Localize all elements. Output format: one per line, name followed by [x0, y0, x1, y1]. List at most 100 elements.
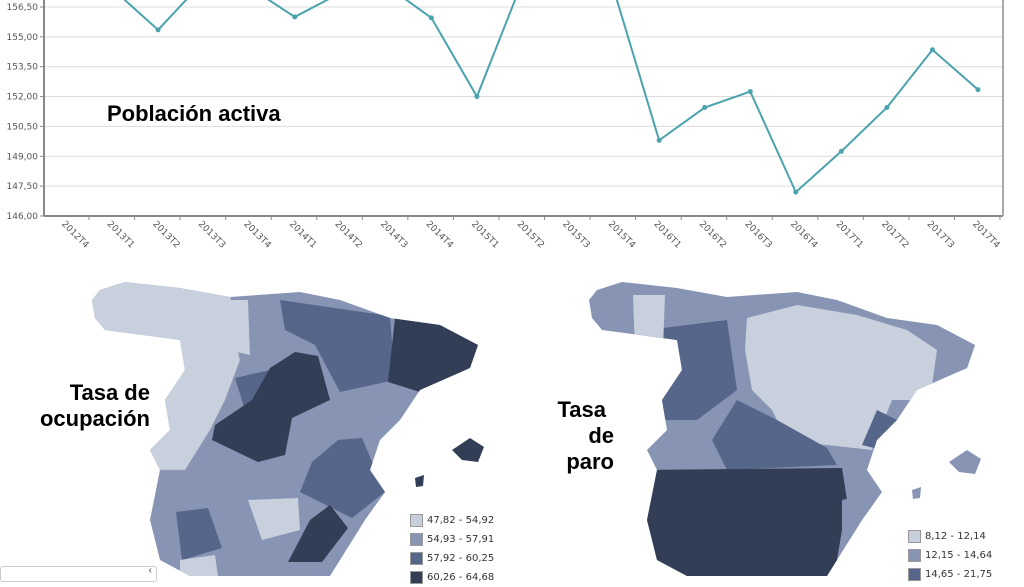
legend-swatch — [908, 568, 921, 581]
x-tick-label: 2015T4 — [606, 219, 637, 250]
map-region — [633, 295, 665, 350]
map-region — [745, 305, 937, 450]
data-point — [702, 105, 708, 111]
map-region — [388, 318, 478, 392]
legend-item: 12,15 - 14,64 — [908, 546, 992, 565]
map-region — [248, 498, 300, 540]
y-tick-label: 146,00 — [7, 212, 39, 222]
y-tick-label: 153,50 — [7, 63, 39, 73]
x-tick-label: 2014T3 — [378, 219, 409, 250]
x-tick-label: 2015T2 — [515, 219, 546, 250]
map-region — [225, 300, 250, 355]
x-tick-label: 2017T2 — [879, 219, 910, 250]
y-tick-label: 150,50 — [7, 122, 39, 132]
data-point — [838, 148, 844, 154]
title-line: de paro — [566, 423, 614, 474]
x-tick-label: 2015T3 — [560, 219, 591, 250]
map-region — [288, 505, 348, 562]
map-region — [300, 438, 385, 518]
data-point — [884, 105, 890, 111]
legend-label: 60,26 - 64,68 — [427, 572, 495, 583]
legend-item: 47,82 - 54,92 — [410, 511, 494, 530]
map-region — [637, 468, 847, 576]
legend-label: 47,82 - 54,92 — [427, 515, 495, 526]
data-point — [793, 189, 799, 195]
map-region — [862, 410, 897, 450]
y-tick-label: 152,00 — [7, 93, 39, 103]
y-tick-label: 149,00 — [7, 152, 39, 162]
occupation-map-title: Tasa de ocupación — [40, 380, 150, 432]
legend-label: 8,12 - 12,14 — [925, 531, 986, 542]
map-region — [842, 495, 882, 545]
legend-item: 57,92 - 60,25 — [410, 549, 494, 568]
data-line — [123, 0, 979, 194]
legend-label: 14,65 - 21,75 — [925, 569, 993, 580]
x-tick-label: 2014T2 — [333, 219, 364, 250]
balearic-islands — [912, 487, 921, 499]
data-point — [155, 27, 161, 33]
map-region — [176, 508, 222, 560]
x-tick-label: 2013T3 — [196, 219, 227, 250]
legend-item: 60,26 - 64,68 — [410, 568, 494, 587]
data-point — [975, 87, 981, 93]
y-axis-labels: 146,00 147,50 149,00 150,50 152,00 153,50 155,… — [7, 3, 39, 222]
x-tick-label: 2016T1 — [651, 219, 682, 250]
chart-axes — [40, 0, 1004, 220]
chevron-left-icon[interactable]: ‹ — [148, 565, 152, 576]
legend-label: 12,15 - 14,64 — [925, 550, 993, 561]
balearic-islands — [452, 438, 484, 462]
data-point — [474, 94, 480, 100]
title-line: ocupación — [39, 406, 150, 431]
map-region — [712, 400, 837, 470]
map-region — [280, 300, 395, 392]
chart-title: Población activa — [107, 101, 281, 126]
legend-item: 14,65 - 21,75 — [908, 565, 992, 584]
y-tick-label: 155,00 — [7, 33, 39, 43]
map-region — [180, 555, 218, 576]
legend-swatch — [908, 549, 921, 562]
x-axis-labels: 2012T4 2013T1 2013T2 2013T3 2013T4 2014T1 2014… — [59, 219, 1001, 250]
x-tick-label: 2016T4 — [788, 219, 819, 250]
data-point — [656, 137, 662, 143]
legend-item: 54,93 - 57,91 — [410, 530, 494, 549]
data-point — [747, 89, 753, 95]
balearic-islands — [415, 475, 424, 487]
legend-swatch — [410, 552, 423, 565]
y-tick-label: 156,50 — [7, 3, 39, 13]
x-tick-label: 2014T4 — [424, 219, 455, 250]
legend-label: 54,93 - 57,91 — [427, 534, 495, 545]
x-tick-label: 2017T3 — [925, 219, 956, 250]
x-tick-label: 2013T1 — [105, 219, 136, 250]
chart-grid — [44, 0, 1003, 217]
legend-swatch — [410, 533, 423, 546]
x-tick-label: 2015T1 — [469, 219, 500, 250]
data-point — [292, 14, 298, 20]
unemployment-legend: 8,12 - 12,14 12,15 - 14,64 14,65 - 21,75 — [908, 527, 992, 584]
x-tick-label: 2012T4 — [59, 219, 90, 250]
legend-swatch — [410, 571, 423, 584]
legend-label: 57,92 - 60,25 — [427, 553, 495, 564]
x-tick-label: 2017T1 — [834, 219, 865, 250]
x-tick-label: 2016T3 — [742, 219, 773, 250]
x-tick-label: 2013T4 — [241, 219, 272, 250]
x-tick-label: 2014T1 — [287, 219, 318, 250]
plot-area — [44, 0, 1003, 216]
legend-swatch — [410, 514, 423, 527]
unemployment-map-title: Tasa de paro — [548, 397, 614, 475]
title-line: Tasa — [557, 397, 606, 422]
y-tick-label: 147,50 — [7, 182, 39, 192]
legend-item: 8,12 - 12,14 — [908, 527, 992, 546]
map-region — [937, 345, 975, 372]
x-tick-label: 2013T2 — [150, 219, 181, 250]
balearic-islands — [949, 450, 981, 474]
title-line: Tasa de — [69, 380, 150, 405]
map-control-panel[interactable]: ‹ — [0, 565, 157, 582]
map-region — [212, 352, 330, 462]
series-group — [123, 0, 981, 195]
legend-swatch — [908, 530, 921, 543]
series-line — [123, 0, 981, 195]
x-tick-label: 2017T4 — [970, 219, 1001, 250]
x-tick-label: 2016T2 — [697, 219, 728, 250]
data-point — [428, 15, 434, 21]
